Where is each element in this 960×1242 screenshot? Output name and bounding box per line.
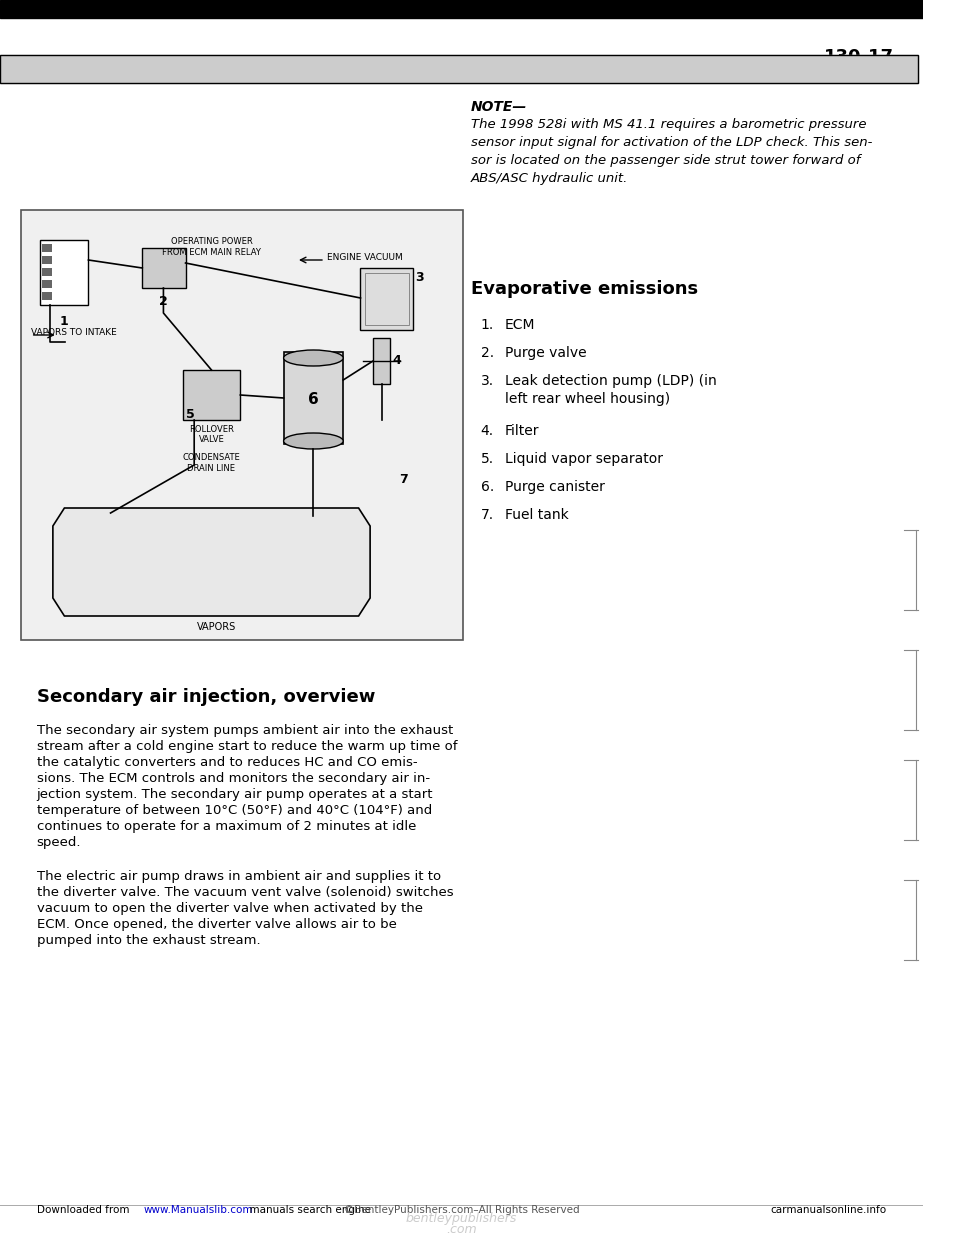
Text: 4: 4: [393, 354, 401, 366]
Text: The electric air pump draws in ambient air and supplies it to: The electric air pump draws in ambient a…: [36, 869, 441, 883]
Text: NOTE—: NOTE—: [471, 101, 527, 114]
Text: 4.: 4.: [481, 424, 493, 438]
Bar: [283, 351, 343, 443]
Bar: [0, 55, 918, 83]
Text: the catalytic converters and to reduces HC and CO emis-: the catalytic converters and to reduces …: [36, 756, 418, 769]
Text: ECM: ECM: [505, 318, 535, 332]
Text: Filter: Filter: [505, 424, 540, 438]
Text: 6.: 6.: [481, 479, 493, 494]
Text: ENGINE VACUUM: ENGINE VACUUM: [326, 253, 402, 262]
Text: 2.: 2.: [481, 347, 493, 360]
Text: pumped into the exhaust stream.: pumped into the exhaust stream.: [36, 934, 260, 946]
Text: www.Manualslib.com: www.Manualslib.com: [143, 1205, 252, 1215]
Text: The 1998 528i with MS 41.1 requires a barometric pressure
sensor input signal fo: The 1998 528i with MS 41.1 requires a ba…: [471, 118, 873, 185]
Text: ECM. Once opened, the diverter valve allows air to be: ECM. Once opened, the diverter valve all…: [36, 918, 396, 932]
Text: vacuum to open the diverter valve when activated by the: vacuum to open the diverter valve when a…: [36, 902, 422, 915]
Bar: [42, 268, 52, 276]
Text: carmanualsonline.info: carmanualsonline.info: [770, 1205, 886, 1215]
Text: 1.: 1.: [481, 318, 493, 332]
Text: sions. The ECM controls and monitors the secondary air in-: sions. The ECM controls and monitors the…: [36, 773, 430, 785]
Ellipse shape: [283, 350, 343, 366]
Bar: [42, 256, 52, 265]
Bar: [373, 338, 391, 384]
Text: 130-17: 130-17: [824, 48, 894, 66]
Bar: [42, 243, 52, 252]
Text: ROLLOVER
VALVE: ROLLOVER VALVE: [189, 425, 234, 445]
Text: temperature of between 10°C (50°F) and 40°C (104°F) and: temperature of between 10°C (50°F) and 4…: [36, 804, 432, 817]
Text: Secondary air injection, overview: Secondary air injection, overview: [36, 688, 375, 705]
Text: .com: .com: [446, 1223, 477, 1236]
Text: 3.: 3.: [481, 374, 493, 388]
Bar: [21, 210, 464, 640]
Text: 6: 6: [308, 391, 319, 406]
Text: 5: 5: [186, 409, 195, 421]
Text: CONDENSATE
DRAIN LINE: CONDENSATE DRAIN LINE: [182, 453, 240, 473]
Text: bentleypublishers: bentleypublishers: [406, 1212, 517, 1225]
Text: Downloaded from: Downloaded from: [36, 1205, 132, 1215]
Text: 7.: 7.: [481, 508, 493, 522]
Bar: [42, 279, 52, 288]
Text: VAPORS: VAPORS: [197, 622, 236, 632]
Ellipse shape: [283, 433, 343, 450]
Bar: [366, 273, 409, 325]
Text: continues to operate for a maximum of 2 minutes at idle: continues to operate for a maximum of 2 …: [36, 820, 416, 833]
Text: the diverter valve. The vacuum vent valve (solenoid) switches: the diverter valve. The vacuum vent valv…: [36, 886, 453, 899]
Text: Fuel Injection: Fuel Injection: [777, 56, 903, 75]
Text: OPERATING POWER
FROM ECM MAIN RELAY: OPERATING POWER FROM ECM MAIN RELAY: [162, 237, 261, 257]
Text: Purge valve: Purge valve: [505, 347, 587, 360]
Polygon shape: [53, 508, 371, 616]
Bar: [0, 0, 923, 17]
Text: Leak detection pump (LDP) (in
left rear wheel housing): Leak detection pump (LDP) (in left rear …: [505, 374, 716, 406]
Text: Liquid vapor separator: Liquid vapor separator: [505, 452, 662, 466]
Text: Fuel tank: Fuel tank: [505, 508, 568, 522]
Bar: [182, 370, 240, 420]
Bar: [42, 292, 52, 301]
Text: 2: 2: [159, 296, 168, 308]
Text: 1: 1: [60, 315, 69, 328]
Text: 7: 7: [399, 473, 408, 486]
Text: The secondary air system pumps ambient air into the exhaust: The secondary air system pumps ambient a…: [36, 724, 453, 737]
Text: ©BentleyPublishers.com–All Rights Reserved: ©BentleyPublishers.com–All Rights Reserv…: [344, 1205, 579, 1215]
Bar: [142, 248, 185, 288]
Text: jection system. The secondary air pump operates at a start: jection system. The secondary air pump o…: [36, 787, 433, 801]
Text: Purge canister: Purge canister: [505, 479, 605, 494]
Text: VAPORS TO INTAKE: VAPORS TO INTAKE: [31, 328, 116, 337]
Text: 3: 3: [416, 271, 424, 284]
Text: Evaporative emissions: Evaporative emissions: [471, 279, 698, 298]
Bar: [361, 268, 414, 330]
Text: 5.: 5.: [481, 452, 493, 466]
Bar: [40, 240, 88, 306]
Text: stream after a cold engine start to reduce the warm up time of: stream after a cold engine start to redu…: [36, 740, 457, 753]
Bar: [0, 55, 918, 83]
Text: manuals search engine: manuals search engine: [243, 1205, 372, 1215]
Text: speed.: speed.: [36, 836, 81, 850]
